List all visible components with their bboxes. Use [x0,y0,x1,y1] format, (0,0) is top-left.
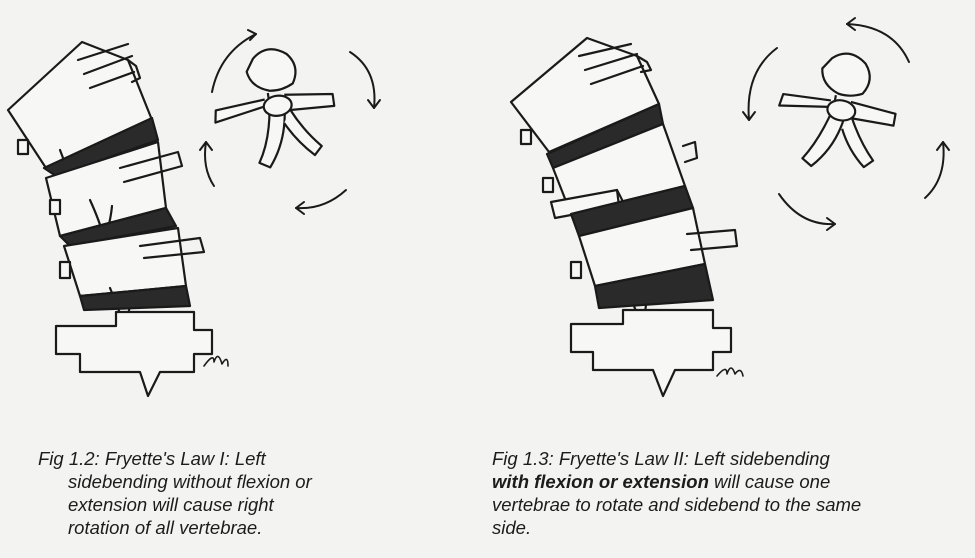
sacral-base [54,310,214,398]
caption-line: rotation of all vertebrae. [68,517,263,538]
rotation-arrow-icon [742,17,950,231]
disc-2 [58,206,178,248]
vertebra-body-1 [509,36,661,154]
caption-line: vertebrae to rotate and sidebend to the … [492,494,862,515]
figure-caption-right: Fig 1.3: Fryette's Law II: Left sidebend… [492,447,962,539]
spine-column-diagram-right [509,17,950,398]
caption-line-suffix: will cause one [708,471,831,492]
caption-line: extension will cause right [68,494,274,515]
vertebra-top-view-icon [778,52,897,169]
rotation-arrow-icon [199,29,381,215]
caption-line: side. [492,517,532,538]
sacral-base [569,308,733,398]
figure-1-3: Fig 1.3: Fryette's Law II: Left sidebend… [487,0,975,558]
caption-line: sidebending without flexion or [68,471,312,492]
disc-3 [593,262,715,310]
spine-column-diagram-left [6,29,381,398]
vertebra-body-1 [6,40,154,188]
caption-bold-phrase: with flexion or extension [492,471,709,492]
figure-1-2: Fig 1.2: Fryette's Law I: Left sidebendi… [0,0,480,558]
disc-3 [78,284,192,312]
disc-1 [42,116,160,178]
figure-caption-left: Fig 1.2: Fryette's Law I: Left sidebendi… [38,447,458,539]
caption-line: Fig 1.3: Fryette's Law II: Left sidebend… [492,448,830,469]
caption-line: Fig 1.2: Fryette's Law I: Left [38,448,266,469]
vertebra-top-view-icon [214,48,336,169]
